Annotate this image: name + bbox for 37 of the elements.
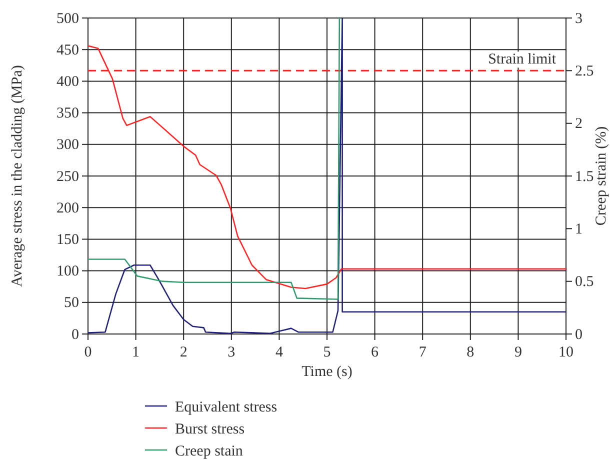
x-tick-label: 5	[323, 344, 331, 360]
y2-axis-title: Creep strain (%)	[593, 126, 610, 226]
y2-tick-label: 1.5	[575, 168, 594, 185]
y-tick-label: 400	[56, 74, 79, 90]
y2-tick-label: 2.5	[575, 63, 594, 80]
x-tick-label: 1	[132, 344, 140, 360]
y-tick-label: 100	[56, 264, 79, 280]
legend-label: Creep stain	[175, 443, 244, 460]
y-axis-title: Average stress in the cladding (MPa)	[9, 65, 26, 287]
y-tick-label: 0	[72, 326, 79, 343]
y-tick-label: 450	[56, 42, 79, 58]
x-tick-label: 10	[558, 344, 574, 360]
x-axis-title: Time (s)	[302, 364, 352, 380]
x-tick-label: 0	[84, 344, 92, 360]
y-tick-label: 500	[56, 10, 79, 27]
y2-tick-label: 3	[575, 10, 582, 27]
x-tick-label: 4	[275, 344, 284, 360]
x-tick-label: 9	[514, 344, 522, 360]
ref-line-label: Strain limit	[488, 52, 557, 68]
y-tick-label: 150	[56, 232, 79, 248]
line-series	[88, 18, 340, 300]
x-tick-label: 8	[466, 344, 474, 360]
legend-label: Equivalent stress	[175, 399, 278, 416]
y2-tick-label: 1	[575, 221, 582, 238]
y2-tick-label: 2	[575, 116, 582, 132]
y-tick-label: 350	[56, 106, 79, 122]
x-tick-label: 6	[371, 344, 380, 360]
x-tick-label: 3	[228, 344, 236, 360]
y-tick-label: 250	[56, 168, 79, 185]
y-tick-label: 200	[56, 200, 79, 216]
y-tick-label: 300	[56, 137, 79, 154]
y-tick-label: 50	[64, 295, 79, 312]
x-tick-label: 2	[180, 344, 188, 360]
y2-tick-label: 0	[575, 326, 582, 343]
legend-label: Burst stress	[175, 421, 245, 438]
x-tick-label: 7	[418, 344, 427, 360]
y2-tick-label: 0.5	[575, 274, 594, 290]
